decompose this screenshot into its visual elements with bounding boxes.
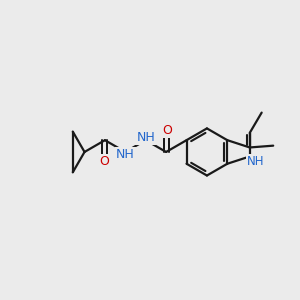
Text: NH: NH bbox=[136, 131, 155, 144]
Text: O: O bbox=[162, 124, 172, 137]
Text: NH: NH bbox=[116, 148, 135, 161]
Text: NH: NH bbox=[247, 155, 264, 168]
Text: O: O bbox=[99, 155, 109, 168]
